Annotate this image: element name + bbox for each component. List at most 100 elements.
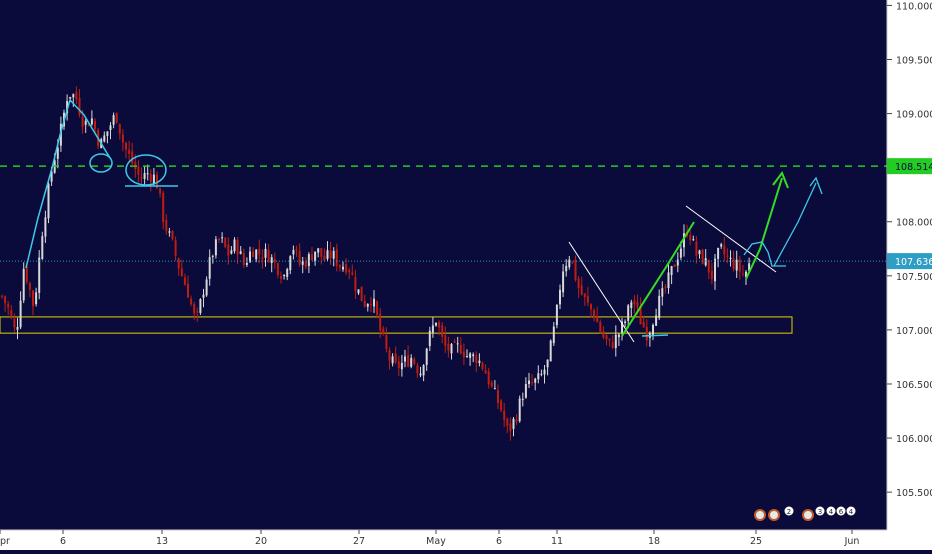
candle-body xyxy=(710,270,713,280)
candle-body xyxy=(239,251,242,254)
candle-body xyxy=(311,254,313,261)
candle-body xyxy=(146,173,149,175)
candle-body xyxy=(512,418,515,429)
candle-body xyxy=(689,235,692,240)
candle-body xyxy=(180,268,183,276)
candle-body xyxy=(307,254,310,266)
candle-body xyxy=(66,101,69,114)
candle-body xyxy=(233,239,236,252)
candle-body xyxy=(673,264,676,267)
candle-body xyxy=(320,248,323,257)
time-axis[interactable]: pr 6 13 20 27 May 6 11 18 25 Jun xyxy=(0,529,932,550)
candle-body xyxy=(50,171,53,182)
candle-body xyxy=(202,294,205,298)
candle-body xyxy=(193,304,196,314)
candle-body xyxy=(524,383,527,398)
candle-body xyxy=(28,283,31,290)
plot-background xyxy=(0,0,887,530)
candle-body xyxy=(25,266,28,283)
event-count-label: 4 xyxy=(829,508,834,516)
candle-body xyxy=(391,356,394,364)
candle-body xyxy=(438,322,441,328)
candle-body xyxy=(645,326,648,341)
time-tick-label: pr xyxy=(0,536,10,547)
candle-body xyxy=(156,174,158,189)
candle-body xyxy=(630,302,633,308)
time-tick-label: Jun xyxy=(844,536,860,547)
time-axis-background xyxy=(0,530,932,550)
candle-body xyxy=(38,257,41,293)
candle-body xyxy=(174,240,177,256)
candle-body xyxy=(369,303,372,306)
candle-body xyxy=(627,305,630,321)
candle-body xyxy=(462,351,465,358)
event-count-badge xyxy=(846,506,856,516)
cyan-arrow-head xyxy=(809,176,823,195)
candle-body xyxy=(655,315,658,326)
candle-body xyxy=(425,348,428,366)
candle-body xyxy=(261,257,264,260)
candle-body xyxy=(44,217,47,237)
candle-body xyxy=(658,295,661,318)
candle-body xyxy=(19,300,22,328)
candle-body xyxy=(84,120,87,125)
resistance-price-label: 108.514 xyxy=(895,162,932,173)
event-marker-icon xyxy=(802,509,814,521)
candle-body xyxy=(69,96,72,99)
support-zone-box xyxy=(0,316,793,334)
candle-body xyxy=(692,239,695,241)
candle-body xyxy=(611,341,614,348)
candle-body xyxy=(707,259,710,273)
candle-body xyxy=(118,123,121,134)
candle-body xyxy=(698,250,701,255)
price-axis[interactable]: 110.000109.500109.000108.500108.000107.5… xyxy=(886,0,932,550)
candle-body xyxy=(314,251,317,262)
candle-body xyxy=(419,373,422,376)
event-marker-icon xyxy=(754,509,766,521)
candle-body xyxy=(695,241,698,256)
candle-body xyxy=(224,237,227,247)
candle-body xyxy=(289,256,292,271)
event-count-label: 3 xyxy=(818,508,822,516)
candle-body xyxy=(338,264,341,268)
candle-body xyxy=(177,258,180,269)
candle-body xyxy=(301,261,304,265)
candle-body xyxy=(211,255,214,257)
time-tick-label: 6 xyxy=(496,536,502,547)
price-tick-label: 106.500 xyxy=(896,380,932,391)
candle-body xyxy=(264,248,267,258)
candle-body xyxy=(72,94,75,98)
time-tick-label: 25 xyxy=(750,536,762,547)
candle-body xyxy=(726,255,729,257)
price-tick-label: 110.000 xyxy=(896,1,932,12)
price-tick-label: 107.500 xyxy=(896,272,932,283)
candle-body xyxy=(602,331,605,338)
candle-body xyxy=(475,355,478,364)
candle-body xyxy=(245,263,248,265)
candle-body xyxy=(490,382,493,387)
candle-body xyxy=(410,357,413,367)
candle-body xyxy=(332,250,335,259)
event-count-badge xyxy=(836,506,846,516)
time-tick-label: 20 xyxy=(255,536,267,547)
candle-body xyxy=(577,278,580,289)
candle-body xyxy=(103,135,106,142)
cyan-trend-line xyxy=(25,99,71,269)
event-marker-icon xyxy=(768,509,780,521)
candle-body xyxy=(528,380,530,384)
price-tick-label: 109.000 xyxy=(896,110,932,121)
candle-body xyxy=(559,289,561,305)
candle-body xyxy=(484,370,487,374)
candle-body xyxy=(738,259,741,272)
candle-body xyxy=(4,296,7,304)
candle-body xyxy=(633,300,636,305)
candle-body xyxy=(385,335,388,349)
price-tick-label: 105.500 xyxy=(896,488,932,499)
candles-layer xyxy=(1,86,751,441)
candle-body xyxy=(258,248,261,255)
current-price-tag xyxy=(887,253,932,270)
candle-body xyxy=(748,263,751,271)
candle-body xyxy=(642,322,645,328)
